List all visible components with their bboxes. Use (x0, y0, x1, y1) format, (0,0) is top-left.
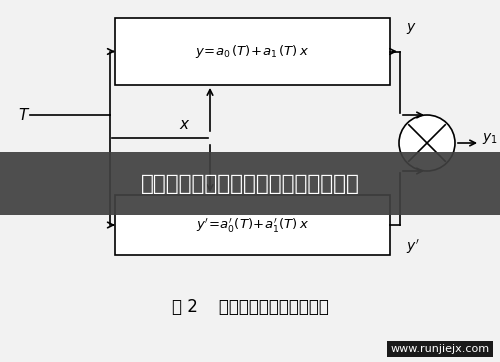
Text: www.runjiejx.com: www.runjiejx.com (391, 344, 490, 354)
Bar (115, 18, 390, 85)
Bar (0, 152, 500, 215)
Text: $y^{\prime}$: $y^{\prime}$ (406, 238, 420, 256)
Text: $y\!=\!a_0\,(T)\!+\!a_1\,(T)\,x$: $y\!=\!a_0\,(T)\!+\!a_1\,(T)\,x$ (196, 43, 310, 60)
Text: 图 2    并联式温度补偿原理框图: 图 2 并联式温度补偿原理框图 (172, 298, 328, 316)
Bar (115, 195, 390, 255)
Text: $y$: $y$ (406, 21, 416, 37)
Text: $x$: $x$ (179, 117, 191, 132)
Text: 温度传感器内补偿技术原理与应用探索: 温度传感器内补偿技术原理与应用探索 (140, 173, 360, 194)
Text: $T$: $T$ (18, 107, 30, 123)
Circle shape (399, 115, 455, 171)
Text: $y_1$: $y_1$ (482, 131, 498, 147)
Text: $y^{\prime}\!=\!a_0^{\prime}(T)\!+\!a_1^{\prime}(T)\,x$: $y^{\prime}\!=\!a_0^{\prime}(T)\!+\!a_1^… (196, 216, 309, 234)
